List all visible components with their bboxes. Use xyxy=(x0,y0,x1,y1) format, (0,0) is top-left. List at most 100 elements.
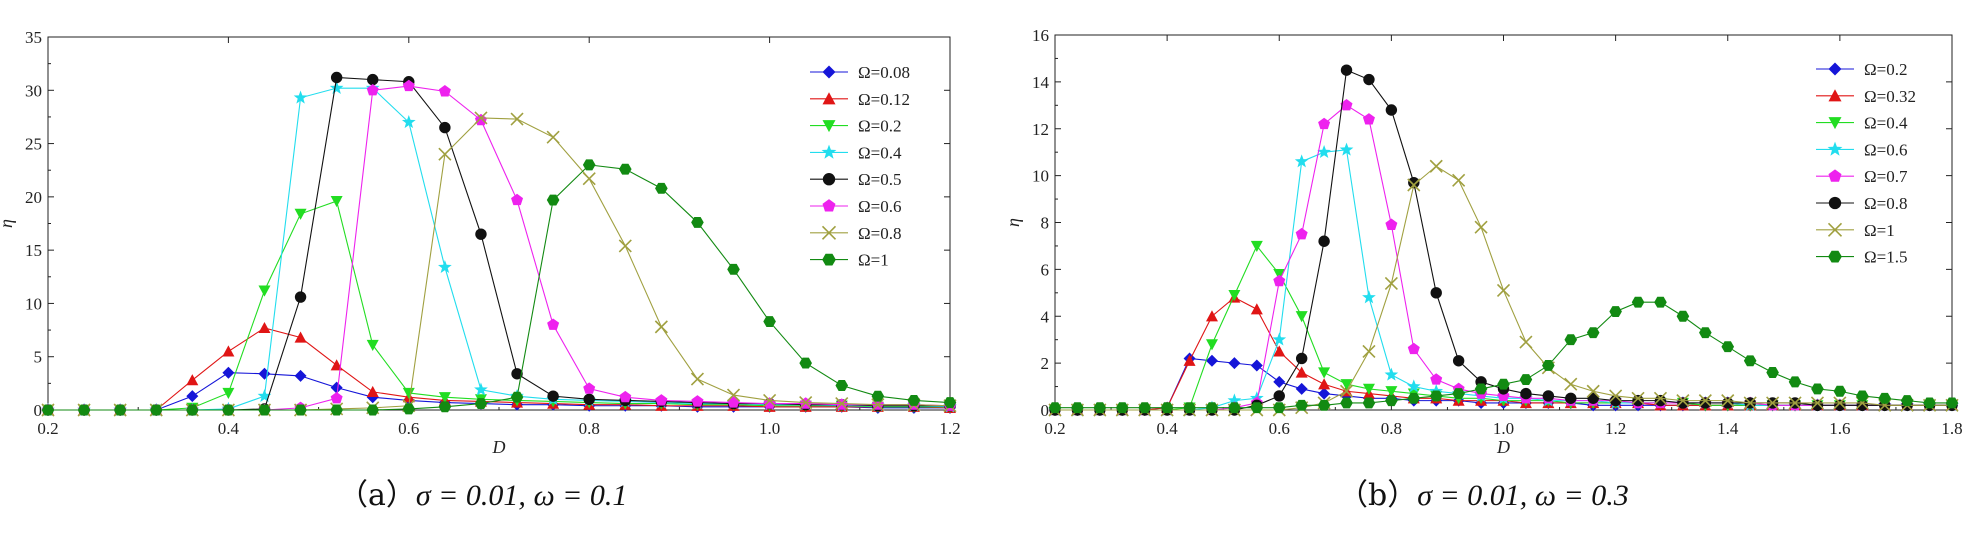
chart-b-data-point xyxy=(1721,394,1735,408)
chart-b-data-point xyxy=(1227,393,1242,407)
chart-b-data-point xyxy=(1340,397,1353,409)
chart-b-legend-marker xyxy=(1828,117,1842,130)
chart-a-data-point xyxy=(438,147,452,161)
chart-a-x-tick-label: 1.0 xyxy=(759,419,780,438)
chart-a-data-point xyxy=(474,113,487,126)
chart-b-x-tick-label: 0.8 xyxy=(1381,419,1402,438)
chart-a-x-axis-label: D xyxy=(492,437,506,457)
chart-b-data-point xyxy=(1833,396,1847,410)
chart-a-legend-marker xyxy=(822,199,836,212)
chart-b-data-point xyxy=(1407,342,1420,355)
caption-b: （b）σ = 0.01, ω = 0.3 xyxy=(1338,470,1629,514)
chart-b-data-point xyxy=(1250,359,1263,372)
chart-a-data-point xyxy=(258,404,271,416)
chart-b-data-point xyxy=(1429,159,1443,173)
chart-b-data-point xyxy=(1699,327,1712,339)
chart-b-legend-label: Ω=1.5 xyxy=(1864,248,1907,267)
chart-a-legend-label: Ω=0.6 xyxy=(858,197,901,216)
chart-a-data-point xyxy=(329,80,344,94)
chart-a-data-point xyxy=(547,390,559,402)
chart-b-legend-marker xyxy=(1828,169,1842,182)
chart-b-x-tick-label: 1.6 xyxy=(1829,419,1850,438)
chart-b-data-point xyxy=(1676,310,1690,322)
chart-a-data-point xyxy=(330,359,343,371)
chart-a-series-line xyxy=(48,87,951,411)
chart-a-data-point xyxy=(330,381,343,394)
chart-b-data-point xyxy=(1406,379,1421,393)
chart-a-legend-marker xyxy=(821,225,837,240)
chart-a-data-point xyxy=(474,111,488,125)
chart-b-data-point xyxy=(1834,399,1846,412)
chart-a-data-point xyxy=(583,393,595,406)
chart-b-data-point xyxy=(1430,287,1442,299)
chart-a-data-point xyxy=(474,398,488,410)
chart-a-data-point xyxy=(294,404,307,416)
chart-a-legend-marker xyxy=(822,253,836,266)
chart-b-data-point xyxy=(1833,385,1847,397)
chart-b-data-point xyxy=(1093,402,1107,414)
chart-b-data-point xyxy=(1273,375,1286,388)
chart-b-data-point xyxy=(1205,339,1218,351)
chart-b-data-point xyxy=(1340,379,1353,391)
chart-a-y-tick-label: 15 xyxy=(25,241,42,260)
chart-a-series-line xyxy=(48,117,951,411)
chart-b-data-point xyxy=(1160,402,1174,414)
chart-a-data-point xyxy=(293,90,308,104)
chart-a-series-line xyxy=(48,164,951,411)
chart-b-data-point xyxy=(1609,389,1623,403)
chart-a-data-point xyxy=(907,394,921,406)
chart-b-data-point xyxy=(1384,367,1399,381)
chart-a-data-point xyxy=(582,172,596,186)
chart-a-legend-marker xyxy=(821,144,837,159)
chart-a-data-point xyxy=(799,395,813,410)
chart-b-legend-label: Ω=0.2 xyxy=(1864,60,1907,79)
chart-a-data-point xyxy=(799,357,812,369)
chart-b-data-point xyxy=(1250,240,1263,252)
chart-a-data-point xyxy=(41,404,55,416)
chart-a-legend-label: Ω=0.5 xyxy=(858,170,901,189)
chart-b-legend-marker xyxy=(1827,141,1843,156)
chart-a-data-point xyxy=(511,368,523,380)
chart-a-data-point xyxy=(438,85,451,97)
chart-a-data-point xyxy=(330,404,343,416)
chart-a-series-line xyxy=(48,85,951,411)
chart-b-data-point xyxy=(1205,354,1218,367)
chart-b-y-tick-label: 8 xyxy=(1041,214,1050,233)
chart-a-series-5 xyxy=(42,79,956,416)
chart-a-data-point xyxy=(511,193,524,206)
chart-b-series-3 xyxy=(1048,142,1959,416)
chart-a-data-point xyxy=(474,382,488,396)
chart-b-data-point xyxy=(1519,335,1533,349)
chart-a-data-point xyxy=(113,404,127,416)
chart-b-x-tick-label: 0.6 xyxy=(1269,419,1290,438)
chart-b-data-point xyxy=(1385,395,1398,407)
chart-a-data-point xyxy=(871,390,885,402)
chart-b-data-point xyxy=(1429,390,1443,402)
caption-a-sigma: σ = 0.01, xyxy=(415,479,526,512)
chart-b-data-point xyxy=(1385,104,1398,116)
chart-a-data-point xyxy=(727,263,740,275)
chart-b-series-line xyxy=(1055,149,1952,411)
chart-a-data-point xyxy=(475,228,487,240)
chart-b-data-point xyxy=(1295,382,1308,395)
chart-b-data-point xyxy=(1362,113,1375,125)
chart-b-data-point xyxy=(1295,227,1308,240)
chart-b-data-point xyxy=(1294,154,1309,168)
chart-b-data-point xyxy=(1250,303,1263,315)
chart-a-y-axis-label: η xyxy=(0,219,16,228)
chart-b-data-point xyxy=(1273,345,1286,357)
chart-b-data-point xyxy=(1385,386,1398,398)
chart-b-data-point xyxy=(1564,377,1578,391)
chart-b-data-point xyxy=(1071,402,1084,414)
chart-a-legend-marker xyxy=(822,65,836,79)
chart-b-data-point xyxy=(1408,176,1420,189)
chart-b-data-point xyxy=(1295,366,1308,378)
chart-a-data-point xyxy=(726,388,741,402)
chart-b-data-point xyxy=(1856,390,1869,402)
chart-b-x-axis-label: D xyxy=(1496,437,1510,457)
caption-a: （a）σ = 0.01, ω = 0.1 xyxy=(338,470,627,514)
chart-a-data-point xyxy=(835,380,849,391)
caption-b-label: （b） xyxy=(1338,478,1418,513)
chart-b-data-point xyxy=(1340,64,1353,76)
